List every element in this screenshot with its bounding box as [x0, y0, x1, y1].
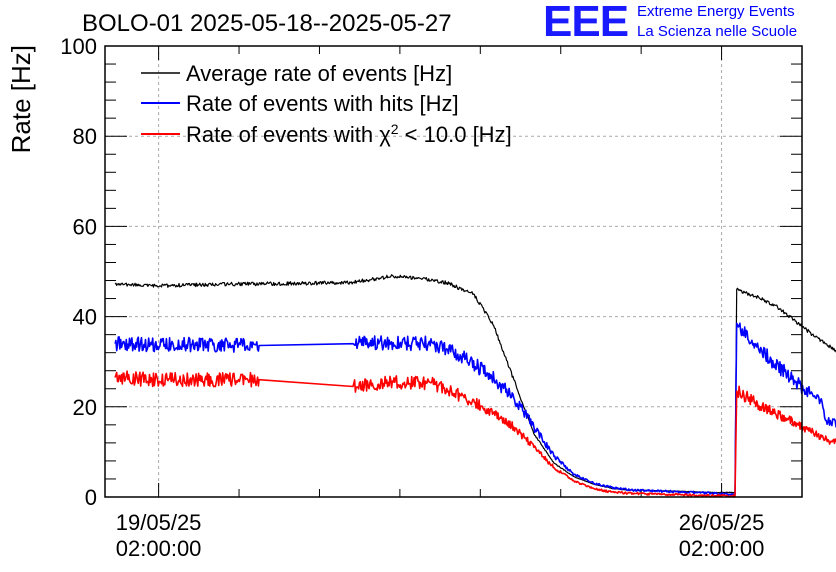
- series-line-3: [114, 370, 836, 498]
- series-line-2: [114, 322, 836, 496]
- logo-line-1: Extreme Energy Events: [637, 3, 795, 20]
- plot-frame: [104, 45, 803, 498]
- y-tick-label: 40: [73, 305, 97, 330]
- chart-title: BOLO-01 2025-05-18--2025-05-27: [82, 10, 452, 37]
- y-tick-label: 100: [60, 34, 97, 59]
- y-axis-label: Rate [Hz]: [6, 45, 36, 153]
- y-tick-label: 60: [73, 214, 97, 239]
- y-tick-label: 20: [73, 395, 97, 420]
- legend-label-2: Rate of events with hits [Hz]: [186, 91, 459, 116]
- x-tick-label-time: 02:00:00: [679, 536, 765, 561]
- legend-label-1: Average rate of events [Hz]: [186, 61, 452, 86]
- legend-label-3: Rate of events with χ2 < 10.0 [Hz]: [186, 121, 512, 147]
- y-tick-label: 0: [85, 485, 97, 510]
- series-line-1: [114, 274, 836, 494]
- eee-logo-mark: EEE: [543, 0, 629, 46]
- x-tick-label-time: 02:00:00: [116, 536, 202, 561]
- x-tick-label-date: 19/05/25: [116, 510, 202, 535]
- y-tick-label: 80: [73, 124, 97, 149]
- logo-line-2: La Scienza nelle Scuole: [637, 23, 798, 40]
- x-tick-label-date: 26/05/25: [679, 510, 765, 535]
